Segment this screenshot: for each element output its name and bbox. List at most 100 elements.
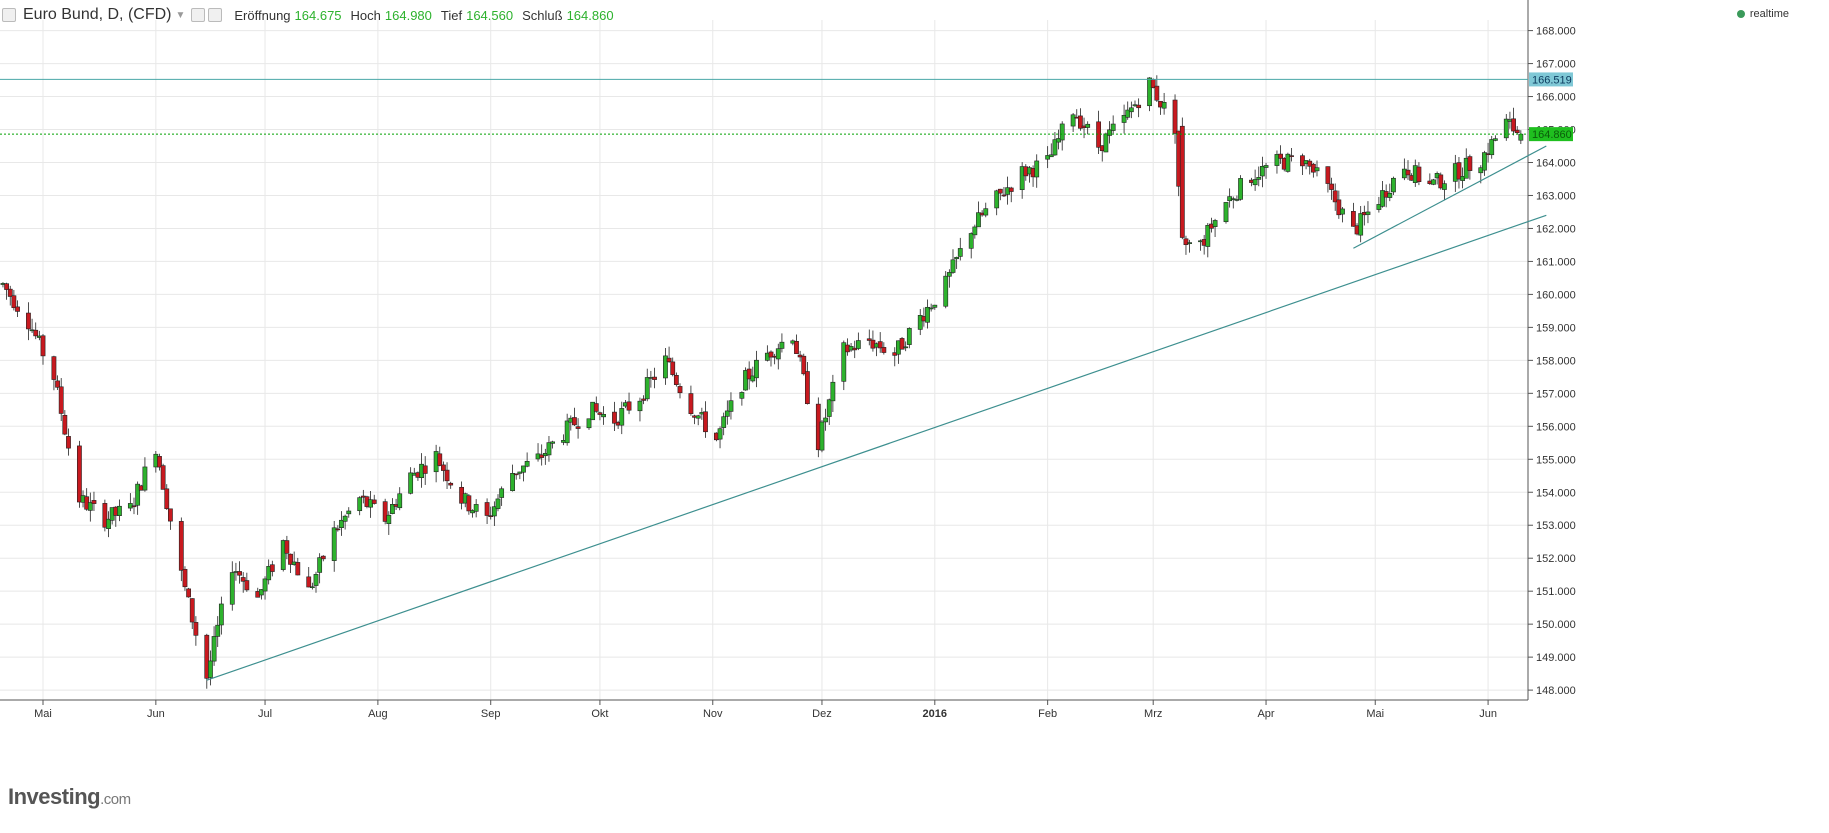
x-tick-label: Mai: [34, 708, 52, 720]
candle-body: [448, 482, 454, 486]
candle-body: [1034, 160, 1040, 178]
y-tick-label: 163.000: [1536, 190, 1576, 202]
candle-body: [26, 312, 31, 330]
candle-body: [572, 417, 577, 426]
candle-body: [444, 469, 450, 482]
candle-body: [1482, 152, 1487, 171]
candle-body: [335, 528, 341, 531]
candle-body: [1147, 77, 1152, 107]
y-tick-label: 166.000: [1536, 92, 1576, 104]
candle-body: [1376, 204, 1382, 210]
x-tick-label: Mrz: [1144, 708, 1162, 720]
candle-body: [728, 400, 734, 412]
candle-body: [422, 465, 428, 474]
candle-body: [269, 564, 275, 572]
y-tick-label: 152.000: [1536, 553, 1576, 565]
candle-body: [1059, 123, 1065, 141]
candle-body: [746, 368, 752, 380]
realtime-label: realtime: [1749, 8, 1789, 20]
candle-body: [390, 504, 395, 514]
candle-body: [142, 466, 148, 491]
candle-body: [1070, 114, 1076, 127]
status-dot-icon: [1736, 10, 1745, 18]
y-tick-label: 157.000: [1536, 388, 1576, 400]
candle-body: [899, 338, 905, 350]
candle-body: [1518, 133, 1524, 141]
candle-body: [1336, 199, 1342, 216]
candle-body: [1391, 177, 1396, 193]
trendline: [206, 214, 1547, 681]
candle-body: [215, 624, 221, 637]
settings-icon[interactable]: [191, 8, 206, 22]
candle-body: [1274, 154, 1280, 166]
candle-body: [499, 488, 505, 498]
candle-body: [539, 454, 545, 458]
candle-body: [513, 473, 519, 476]
candle-body: [408, 472, 414, 494]
candle-body: [626, 401, 632, 411]
candle-body: [1325, 166, 1331, 184]
collapse-icon[interactable]: [2, 8, 16, 22]
candle-body: [510, 473, 515, 492]
candle-body: [804, 371, 810, 405]
candle-body: [178, 521, 184, 571]
candle-body: [564, 420, 570, 444]
candle-body: [677, 386, 683, 394]
candle-body: [717, 428, 723, 440]
candle-body: [1154, 85, 1160, 101]
candle-body: [218, 603, 224, 626]
candle-body: [51, 356, 57, 380]
candle-body: [40, 335, 46, 357]
candle-body: [1110, 123, 1116, 131]
candle-body: [673, 375, 679, 385]
candle-body: [972, 226, 978, 236]
candle-body: [473, 504, 479, 512]
candle-body: [357, 497, 363, 512]
candle-body: [1121, 114, 1127, 123]
candle-body: [612, 411, 617, 424]
candle-body: [1456, 162, 1462, 180]
y-tick-label: 164.000: [1536, 157, 1576, 169]
candle-body: [593, 403, 599, 412]
candle-body: [1380, 190, 1385, 207]
candle-body: [4, 283, 9, 290]
investing-logo[interactable]: Investing.com: [8, 784, 131, 810]
candle-body: [794, 341, 799, 354]
candle-body: [1256, 177, 1262, 180]
x-tick-label: Feb: [1038, 708, 1057, 720]
candle-body: [1179, 125, 1185, 238]
candle-body: [106, 518, 111, 529]
open-value: 164.675: [294, 7, 342, 23]
candle-body: [1187, 242, 1192, 244]
candle-body: [779, 341, 785, 349]
high-label: Hoch: [350, 7, 381, 23]
candle-body: [932, 304, 938, 308]
realtime-indicator: realtime: [1736, 8, 1789, 20]
x-tick-label: Jun: [147, 708, 165, 720]
candle-body: [852, 347, 858, 351]
candle-body: [258, 589, 264, 596]
candle-body: [1260, 166, 1265, 177]
candle-body: [1252, 179, 1258, 186]
y-tick-label: 151.000: [1536, 586, 1576, 598]
chevron-down-icon[interactable]: ▼: [175, 9, 186, 21]
candle-body: [437, 453, 443, 466]
candle-body: [703, 411, 708, 433]
candle-body: [1492, 138, 1498, 141]
candle-body: [997, 188, 1003, 194]
candle-body: [830, 381, 836, 402]
candle-body: [1442, 183, 1447, 190]
candle-body: [1212, 220, 1218, 227]
candle-body: [1438, 174, 1444, 189]
last-price-label: 164.860: [1532, 129, 1572, 141]
candle-body: [768, 351, 774, 358]
candle-body: [182, 568, 188, 588]
candle-body: [284, 540, 290, 554]
refresh-icon[interactable]: [208, 8, 223, 22]
level-price-label: 166.519: [1532, 74, 1572, 86]
x-tick-label: Sep: [481, 708, 501, 720]
instrument-title[interactable]: Euro Bund, D, (CFD): [23, 6, 172, 23]
candle-body: [739, 392, 745, 399]
candle-body: [342, 515, 348, 522]
